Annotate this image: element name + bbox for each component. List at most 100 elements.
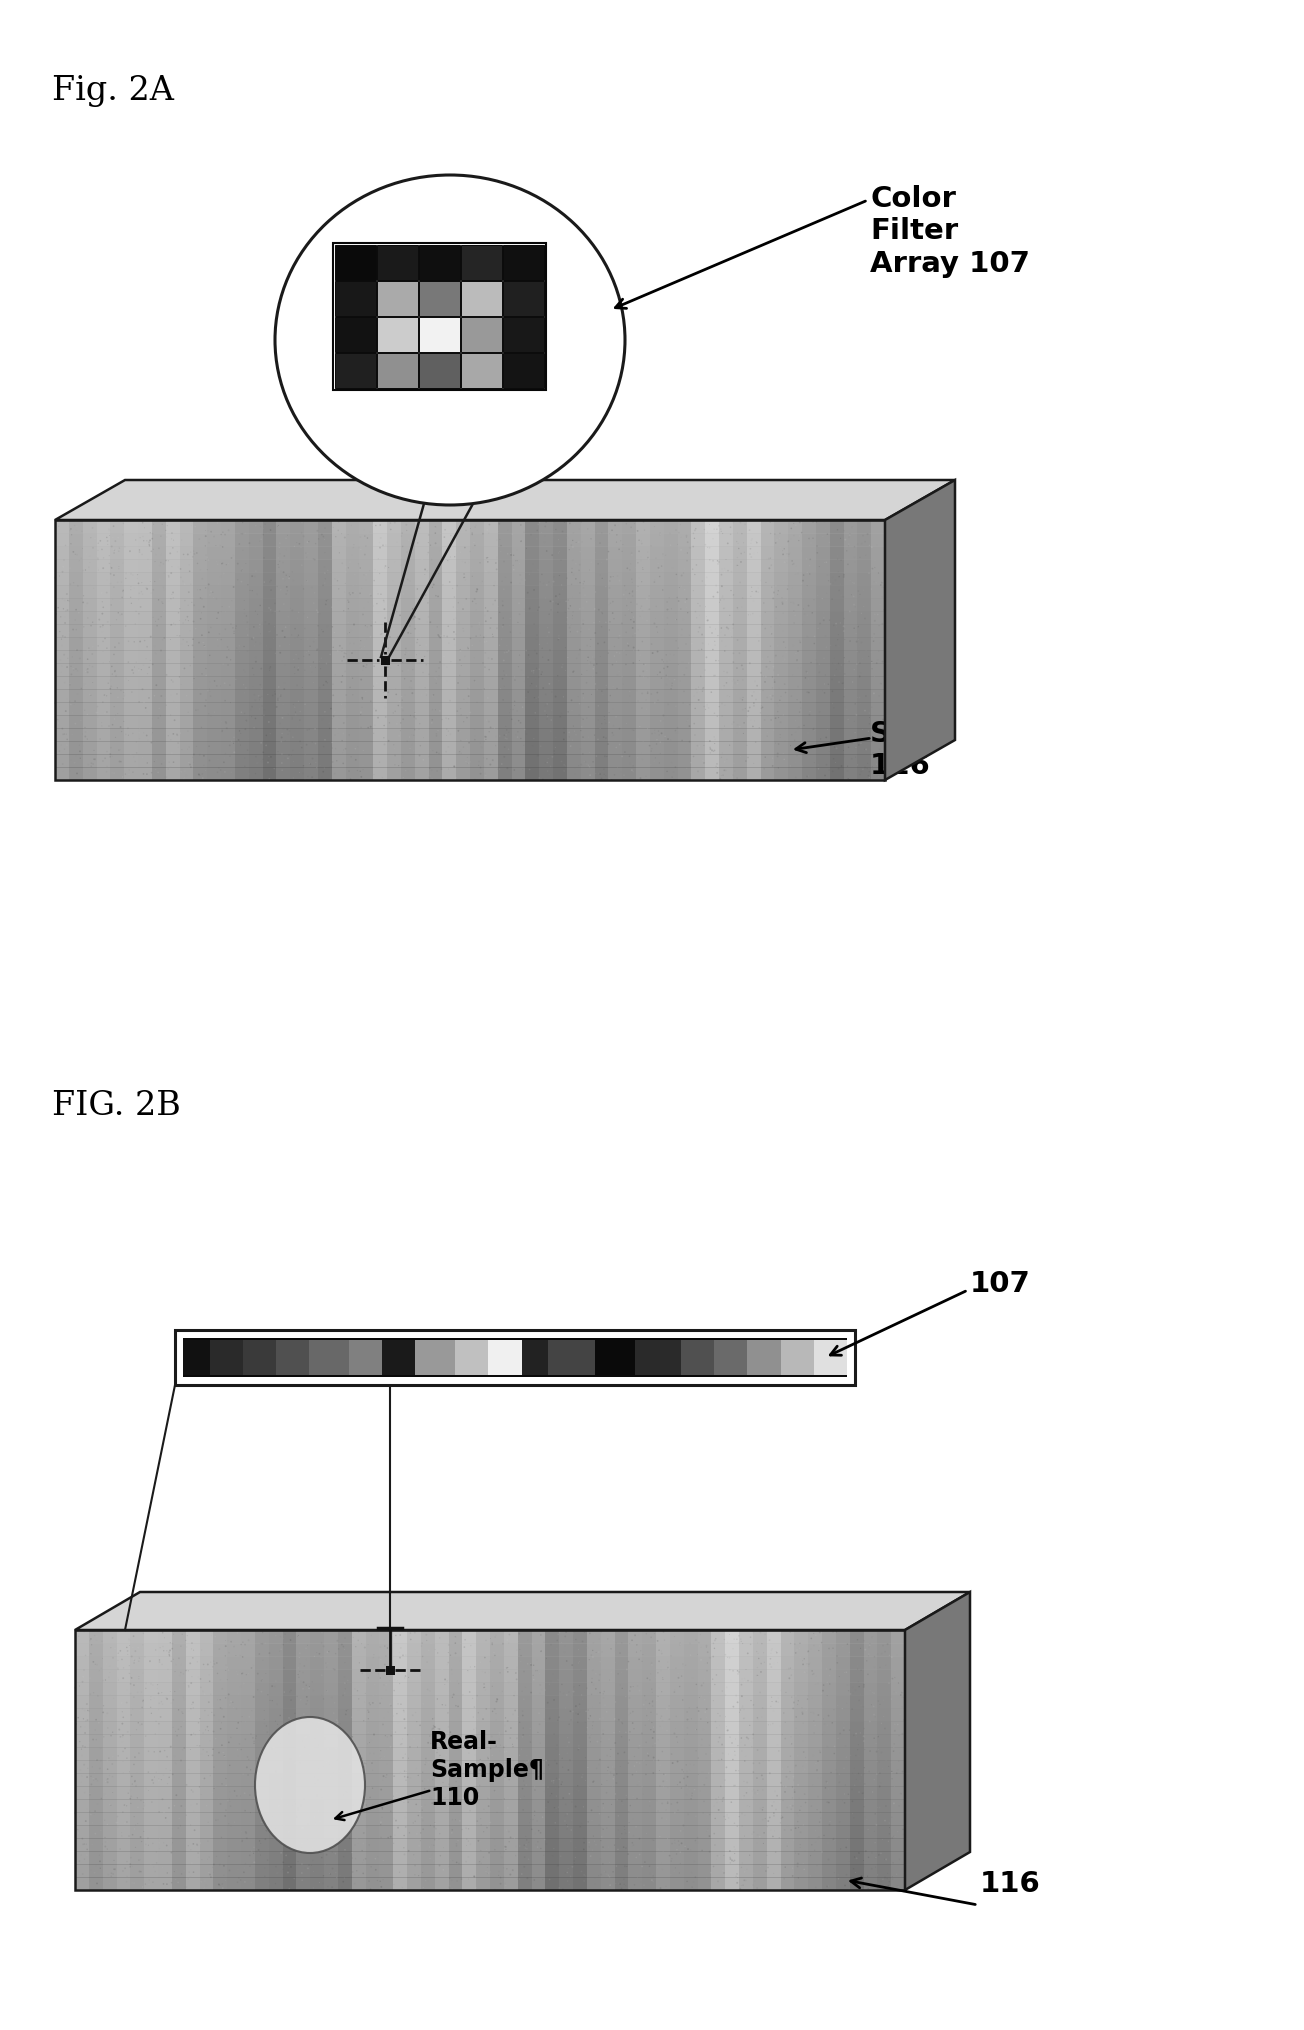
Bar (89, 1630, 103, 1890)
Point (553, 723, 574, 755)
Point (248, 680, 269, 713)
Point (254, 1807, 275, 1839)
Point (754, 660, 775, 692)
Point (241, 1695, 262, 1728)
Point (532, 558, 553, 591)
Point (398, 562, 419, 595)
Point (469, 601, 490, 633)
Point (446, 1845, 467, 1878)
Point (669, 1671, 690, 1703)
Point (742, 1730, 763, 1762)
Point (788, 1685, 808, 1717)
Point (733, 635, 754, 668)
Point (863, 710, 884, 743)
Point (396, 536, 417, 568)
Point (698, 516, 719, 548)
Point (785, 1750, 806, 1782)
Point (593, 1855, 614, 1888)
Point (544, 566, 565, 599)
Point (782, 572, 803, 605)
Bar (760, 520, 776, 780)
Point (119, 554, 140, 587)
Point (249, 589, 270, 621)
Point (89, 1707, 110, 1740)
Point (549, 1721, 570, 1754)
Point (746, 574, 767, 607)
Point (841, 1772, 862, 1805)
Point (496, 1815, 516, 1847)
Point (844, 1841, 865, 1874)
Point (659, 1652, 679, 1685)
Point (314, 1764, 335, 1797)
Point (623, 648, 644, 680)
Point (769, 721, 790, 753)
Point (668, 631, 689, 664)
Point (827, 540, 848, 572)
Point (703, 1640, 724, 1673)
Point (585, 518, 606, 550)
Point (385, 1663, 406, 1695)
Point (692, 676, 713, 708)
Point (227, 1734, 248, 1766)
Point (617, 1636, 638, 1669)
Point (299, 713, 319, 745)
Point (677, 684, 698, 717)
Point (614, 1736, 635, 1768)
Point (887, 1857, 908, 1890)
Point (289, 1788, 310, 1821)
Point (134, 1788, 155, 1821)
Point (386, 1805, 407, 1837)
Point (863, 1786, 884, 1819)
Point (248, 1626, 269, 1659)
Point (429, 660, 450, 692)
Point (70, 743, 91, 775)
Point (781, 719, 802, 751)
Point (760, 617, 781, 650)
Point (552, 1742, 572, 1774)
Point (695, 1738, 716, 1770)
Point (184, 641, 205, 674)
Bar (419, 353, 460, 388)
Point (763, 680, 784, 713)
Point (587, 1726, 608, 1758)
Point (605, 1868, 626, 1900)
Point (833, 648, 854, 680)
Point (409, 739, 430, 771)
Point (509, 650, 529, 682)
Point (271, 721, 292, 753)
Point (852, 1776, 872, 1809)
Point (497, 538, 518, 570)
Point (210, 753, 231, 786)
Point (389, 1667, 409, 1699)
Point (312, 702, 333, 735)
Point (149, 1646, 170, 1679)
Point (176, 680, 197, 713)
Point (266, 1857, 287, 1890)
Point (645, 603, 666, 635)
Point (715, 635, 735, 668)
Point (679, 510, 700, 542)
Point (588, 690, 609, 723)
Point (865, 1827, 885, 1859)
Point (685, 558, 705, 591)
Point (446, 1829, 467, 1862)
Point (677, 1695, 698, 1728)
Point (373, 721, 394, 753)
Point (406, 1752, 426, 1784)
Point (432, 702, 452, 735)
Point (820, 558, 841, 591)
Point (657, 623, 678, 656)
Point (891, 1774, 911, 1807)
Point (585, 577, 606, 609)
Point (622, 1827, 643, 1859)
Point (532, 631, 553, 664)
Point (526, 670, 546, 702)
Point (822, 676, 842, 708)
Point (424, 1807, 445, 1839)
Point (254, 1628, 275, 1661)
Point (168, 1642, 189, 1675)
Point (557, 1799, 578, 1831)
Point (494, 1746, 515, 1778)
Point (309, 1693, 330, 1726)
Point (467, 686, 488, 719)
